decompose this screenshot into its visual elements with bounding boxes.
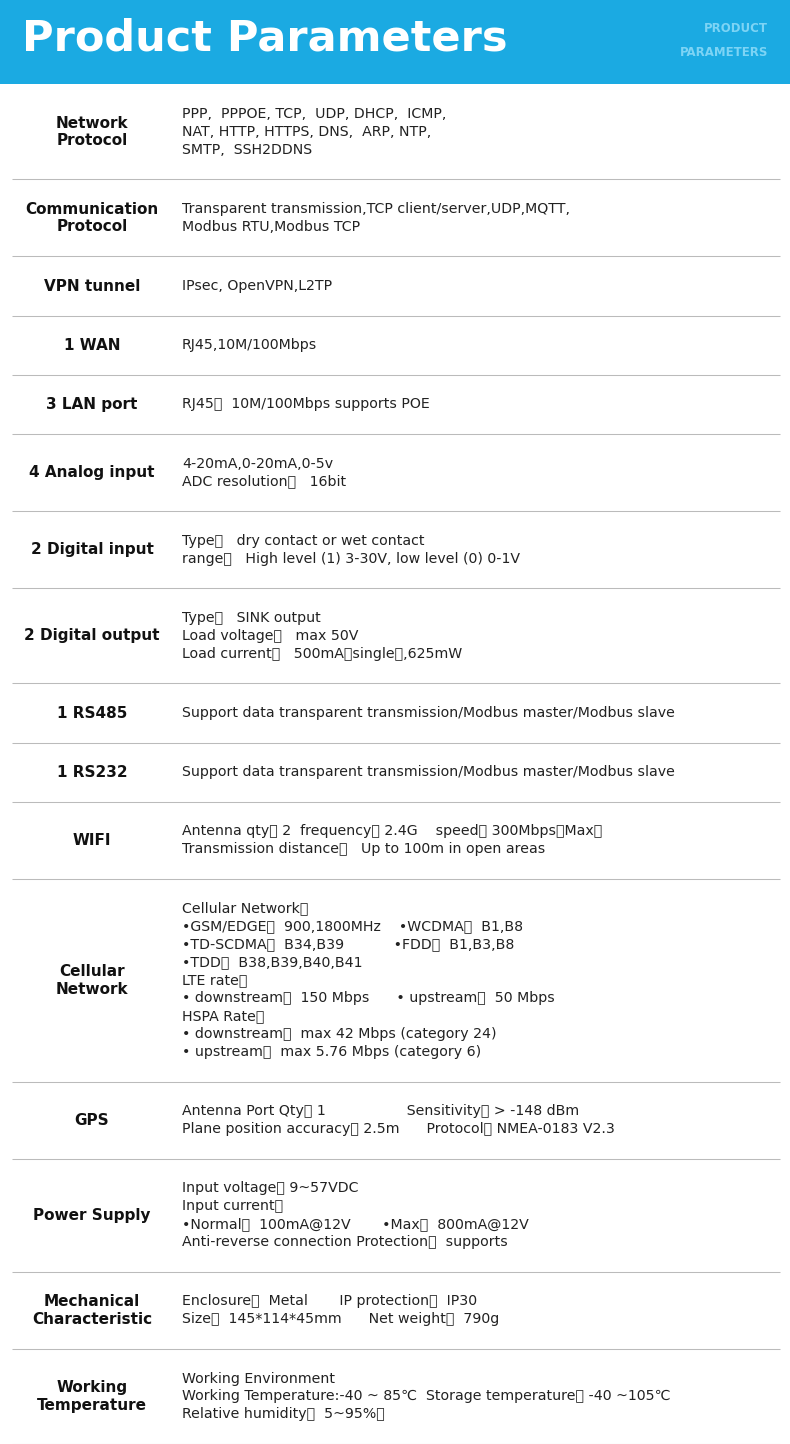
Text: 4-20mA,0-20mA,0-5v: 4-20mA,0-20mA,0-5v	[182, 456, 333, 471]
Text: Power Supply: Power Supply	[33, 1207, 151, 1223]
Text: Input voltage： 9~57VDC: Input voltage： 9~57VDC	[182, 1181, 359, 1196]
Text: ADC resolution：   16bit: ADC resolution： 16bit	[182, 475, 346, 488]
Text: • downstream：  max 42 Mbps (category 24): • downstream： max 42 Mbps (category 24)	[182, 1027, 496, 1041]
Bar	[0, 79, 790, 84]
Text: RJ45,10M/100Mbps: RJ45,10M/100Mbps	[182, 338, 318, 352]
Text: Antenna Port Qty： 1                  Sensitivity： > -148 dBm: Antenna Port Qty： 1 Sensitivity： > -148 …	[182, 1105, 579, 1118]
Text: 1 RS485: 1 RS485	[57, 706, 127, 721]
Text: VPN tunnel: VPN tunnel	[43, 279, 140, 293]
Text: 4 Analog input: 4 Analog input	[29, 465, 155, 481]
Text: Load voltage：   max 50V: Load voltage： max 50V	[182, 630, 359, 643]
Text: Working Temperature:-40 ~ 85℃  Storage temperature： -40 ~105℃: Working Temperature:-40 ~ 85℃ Storage te…	[182, 1389, 671, 1404]
Text: Product Parameters: Product Parameters	[22, 17, 507, 59]
Text: Input current：: Input current：	[182, 1200, 283, 1213]
Text: WIFI: WIFI	[73, 833, 111, 848]
Text: Communication
Protocol: Communication Protocol	[25, 202, 159, 234]
Text: • upstream：  max 5.76 Mbps (category 6): • upstream： max 5.76 Mbps (category 6)	[182, 1045, 481, 1058]
Text: PPP,  PPPOE, TCP,  UDP, DHCP,  ICMP,: PPP, PPPOE, TCP, UDP, DHCP, ICMP,	[182, 107, 446, 121]
Text: LTE rate：: LTE rate：	[182, 973, 247, 988]
Text: Load current：   500mA（single）,625mW: Load current： 500mA（single）,625mW	[182, 647, 462, 661]
Text: •TD-SCDMA：  B34,B39           •FDD：  B1,B3,B8: •TD-SCDMA： B34,B39 •FDD： B1,B3,B8	[182, 937, 514, 952]
Text: 2 Digital output: 2 Digital output	[24, 628, 160, 644]
Text: RJ45，  10M/100Mbps supports POE: RJ45， 10M/100Mbps supports POE	[182, 397, 430, 412]
Text: Plane position accuracy： 2.5m      Protocol： NMEA-0183 V2.3: Plane position accuracy： 2.5m Protocol： …	[182, 1122, 615, 1136]
Text: •Normal：  100mA@12V       •Max：  800mA@12V: •Normal： 100mA@12V •Max： 800mA@12V	[182, 1217, 529, 1232]
Text: Cellular
Network: Cellular Network	[55, 965, 128, 996]
Text: Type：   dry contact or wet contact: Type： dry contact or wet contact	[182, 534, 424, 547]
Text: • downstream：  150 Mbps      • upstream：  50 Mbps: • downstream： 150 Mbps • upstream： 50 Mb…	[182, 991, 555, 1005]
Text: PRODUCT: PRODUCT	[704, 22, 768, 35]
Text: SMTP,  SSH2DDNS: SMTP, SSH2DDNS	[182, 143, 312, 156]
Text: Enclosure：  Metal       IP protection：  IP30: Enclosure： Metal IP protection： IP30	[182, 1294, 477, 1308]
Text: Support data transparent transmission/Modbus master/Modbus slave: Support data transparent transmission/Mo…	[182, 706, 675, 721]
Text: Transmission distance：   Up to 100m in open areas: Transmission distance： Up to 100m in ope…	[182, 842, 545, 856]
Text: Support data transparent transmission/Modbus master/Modbus slave: Support data transparent transmission/Mo…	[182, 765, 675, 780]
Text: Anti-reverse connection Protection：  supports: Anti-reverse connection Protection： supp…	[182, 1235, 508, 1249]
Text: 2 Digital input: 2 Digital input	[31, 543, 153, 557]
Text: PARAMETERS: PARAMETERS	[679, 46, 768, 59]
Text: Cellular Network：: Cellular Network：	[182, 901, 308, 915]
Text: Modbus RTU,Modbus TCP: Modbus RTU,Modbus TCP	[182, 219, 360, 234]
Text: Antenna qty： 2  frequency： 2.4G    speed： 300Mbps（Max）: Antenna qty： 2 frequency： 2.4G speed： 30…	[182, 825, 602, 839]
Text: 1 RS232: 1 RS232	[57, 765, 127, 780]
Text: NAT, HTTP, HTTPS, DNS,  ARP, NTP,: NAT, HTTP, HTTPS, DNS, ARP, NTP,	[182, 124, 431, 139]
Text: GPS: GPS	[75, 1113, 109, 1128]
Text: Relative humidity：  5~95%（: Relative humidity： 5~95%（	[182, 1408, 385, 1421]
Text: Type：   SINK output: Type： SINK output	[182, 611, 321, 625]
Text: IPsec, OpenVPN,L2TP: IPsec, OpenVPN,L2TP	[182, 279, 332, 293]
Bar	[0, 0, 790, 79]
Text: •GSM/EDGE：  900,1800MHz    •WCDMA：  B1,B8: •GSM/EDGE： 900,1800MHz •WCDMA： B1,B8	[182, 920, 523, 933]
Text: HSPA Rate：: HSPA Rate：	[182, 1009, 265, 1024]
Text: Network
Protocol: Network Protocol	[55, 116, 128, 147]
Text: range：   High level (1) 3-30V, low level (0) 0-1V: range： High level (1) 3-30V, low level (…	[182, 552, 520, 566]
Text: Working
Temperature: Working Temperature	[37, 1380, 147, 1412]
Text: •TDD：  B38,B39,B40,B41: •TDD： B38,B39,B40,B41	[182, 956, 363, 969]
Text: 3 LAN port: 3 LAN port	[47, 397, 137, 412]
Text: Mechanical
Characteristic: Mechanical Characteristic	[32, 1294, 152, 1327]
Text: 1 WAN: 1 WAN	[64, 338, 120, 352]
Text: Transparent transmission,TCP client/server,UDP,MQTT,: Transparent transmission,TCP client/serv…	[182, 202, 570, 217]
Text: Size：  145*114*45mm      Net weight：  790g: Size： 145*114*45mm Net weight： 790g	[182, 1313, 499, 1327]
Text: Working Environment: Working Environment	[182, 1372, 335, 1386]
